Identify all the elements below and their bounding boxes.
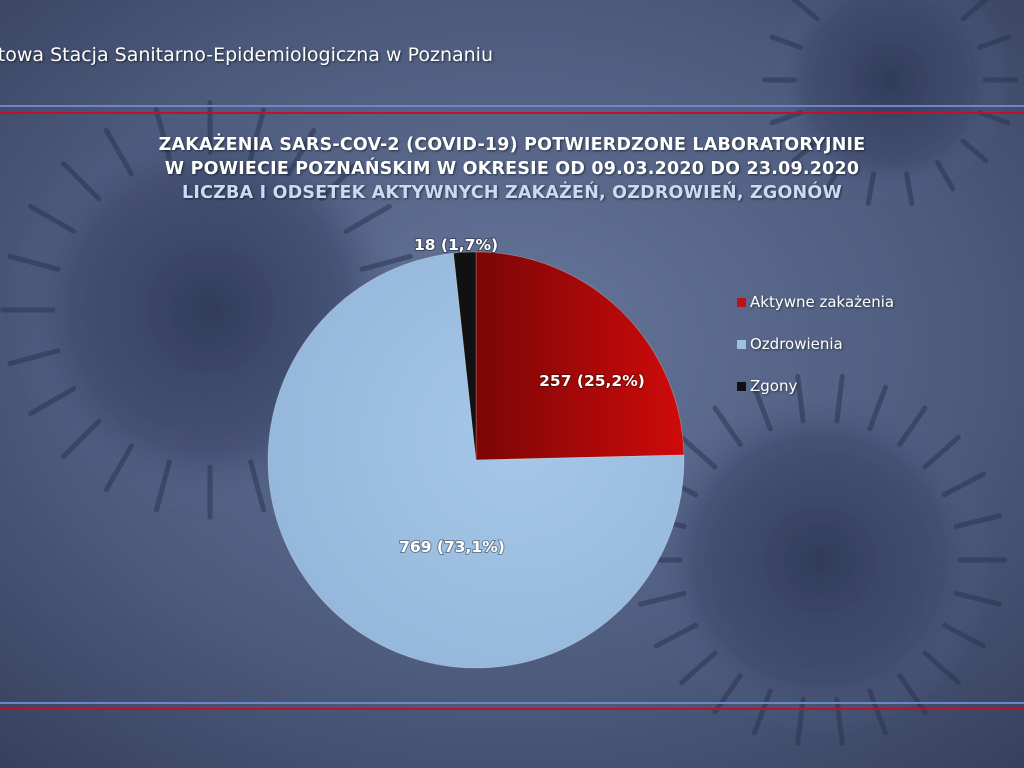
virus-spike — [7, 253, 61, 272]
pie-label-deaths: 18 (1,7%) — [414, 236, 498, 254]
virus-spike — [751, 688, 773, 736]
chart-title-line-2: W POWIECIE POZNAŃSKIM W OKRESIE OD 09.03… — [164, 159, 860, 179]
virus-spike — [935, 159, 956, 192]
virus-spike — [922, 434, 961, 470]
virus-spike — [795, 374, 806, 424]
virus-spike — [824, 159, 845, 192]
legend-item-recovered: Ozdrowienia — [737, 334, 977, 354]
virus-spike — [318, 160, 360, 202]
virus-spike — [960, 0, 989, 22]
pie-label-active: 257 (25,2%) — [539, 372, 645, 390]
chart-subtitle: LICZBA I ODSETEK AKTYWNYCH ZAKAŻEŃ, OZDR… — [182, 183, 842, 203]
virus-spike — [904, 171, 915, 207]
virus-spike — [153, 107, 172, 161]
virus-spike — [153, 459, 172, 513]
virus-spike — [28, 386, 77, 417]
chart-legend: Aktywne zakażenia Ozdrowienia Zgony — [737, 292, 977, 418]
virus-spike — [679, 434, 718, 470]
virus-spike — [795, 696, 806, 746]
virus-spike — [960, 138, 989, 164]
virus-spike — [28, 203, 77, 234]
virus-spike — [769, 110, 804, 126]
virus-spike — [941, 622, 987, 649]
pie-label-recovered: 769 (73,1%) — [399, 538, 505, 556]
virus-spike — [834, 374, 845, 424]
chart-title-line-1: ZAKAŻENIA SARS-COV-2 (COVID-19) POTWIERD… — [158, 135, 866, 155]
pie-slice-deaths — [453, 251, 477, 461]
legend-item-active: Aktywne zakażenia — [737, 292, 977, 312]
virus-spike — [976, 110, 1011, 126]
legend-item-deaths: Zgony — [737, 376, 977, 396]
virus-spike — [60, 418, 102, 460]
virus-spike — [60, 160, 102, 202]
footer-rule-red — [0, 708, 1024, 710]
legend-swatch-deaths — [737, 382, 746, 391]
virus-spike — [248, 459, 267, 513]
pie-slice-active — [475, 251, 685, 461]
footer-rule-blue — [0, 702, 1024, 704]
virus-spike — [751, 384, 773, 432]
chart-titles: ZAKAŻENIA SARS-COV-2 (COVID-19) POTWIERD… — [40, 133, 984, 205]
virus-spike — [834, 696, 845, 746]
virus-spike — [791, 0, 820, 22]
virus-shape-top-right — [770, 0, 1010, 200]
virus-shape-right — [645, 385, 995, 735]
virus-spike — [865, 171, 876, 207]
virus-spike — [343, 203, 392, 234]
virus-spike — [653, 622, 699, 649]
virus-spike — [286, 128, 317, 177]
virus-spike — [897, 672, 928, 715]
virus-spike — [867, 688, 889, 736]
legend-label-active: Aktywne zakażenia — [750, 293, 895, 311]
virus-spike — [359, 253, 413, 272]
virus-spike — [638, 591, 687, 607]
virus-spike — [103, 128, 134, 177]
virus-spike — [867, 384, 889, 432]
virus-spike — [769, 34, 804, 50]
virus-spike — [679, 650, 718, 686]
virus-spike — [976, 34, 1011, 50]
virus-spike — [897, 405, 928, 448]
header-rule-blue — [0, 105, 1024, 107]
virus-spike — [791, 138, 820, 164]
legend-swatch-recovered — [737, 340, 746, 349]
institution-name: Powiatowa Stacja Sanitarno-Epidemiologic… — [0, 44, 493, 66]
legend-label-deaths: Zgony — [750, 377, 798, 395]
pie-slice-recovered — [267, 252, 685, 669]
virus-spike — [103, 443, 134, 492]
virus-spike — [953, 591, 1002, 607]
virus-spike — [248, 107, 267, 161]
header-rule-red — [0, 112, 1024, 114]
virus-spike — [953, 513, 1002, 529]
legend-label-recovered: Ozdrowienia — [750, 335, 843, 353]
virus-spike — [712, 405, 743, 448]
legend-swatch-active — [737, 298, 746, 307]
header-bar: Powiatowa Stacja Sanitarno-Epidemiologic… — [0, 44, 1024, 74]
virus-spike — [712, 672, 743, 715]
virus-spike — [922, 650, 961, 686]
virus-spike — [941, 471, 987, 498]
virus-spike — [7, 348, 61, 367]
